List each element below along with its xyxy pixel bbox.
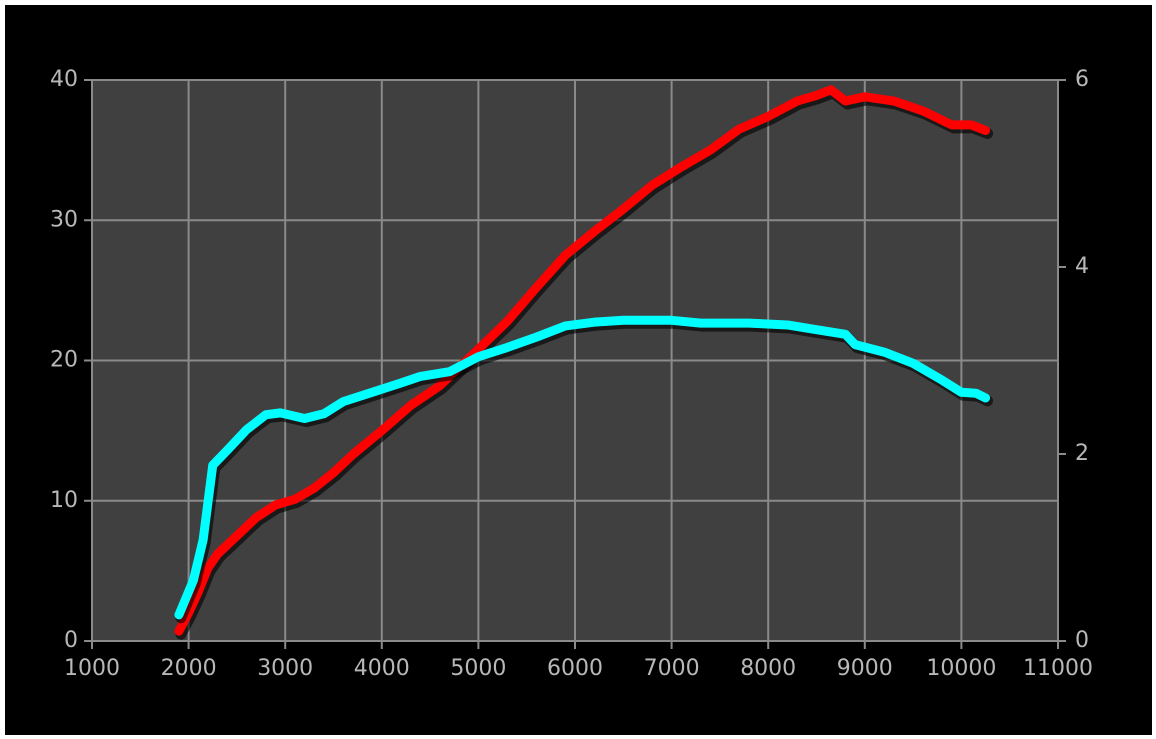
x-tick-label: 4000 (354, 656, 410, 681)
x-tick-label: 9000 (837, 656, 893, 681)
x-tick-label: 2000 (161, 656, 217, 681)
y2-tick-label: 4 (1075, 254, 1089, 279)
x-tick-label: 6000 (547, 656, 603, 681)
y-tick-label: 30 (50, 207, 78, 232)
y2-tick-label: 6 (1075, 67, 1089, 92)
x-tick-label: 1000 (64, 656, 120, 681)
y-tick-label: 40 (50, 67, 78, 92)
y-tick-label: 20 (50, 348, 78, 373)
data-line (174, 315, 991, 620)
y2-tick-label: 0 (1075, 628, 1089, 653)
x-tick-label: 7000 (644, 656, 700, 681)
y-tick-label: 0 (64, 628, 78, 653)
x-tick-label: 10000 (926, 656, 996, 681)
y2-tick-label: 2 (1075, 441, 1089, 466)
x-tick-label: 3000 (257, 656, 313, 681)
data-line (174, 85, 991, 636)
x-tick-label: 5000 (450, 656, 506, 681)
y-tick-label: 10 (50, 488, 78, 513)
x-tick-label: 8000 (740, 656, 796, 681)
x-tick-label: 11000 (1023, 656, 1093, 681)
